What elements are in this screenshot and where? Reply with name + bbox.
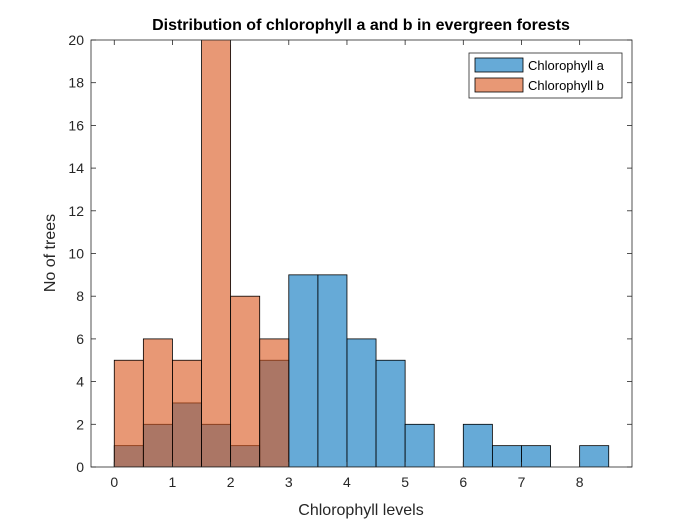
x-tick-label-6: 6 bbox=[459, 474, 467, 490]
y-tick-label-1: 2 bbox=[76, 416, 84, 432]
bar-series-2-bin-5 bbox=[230, 295, 261, 467]
bar-series-1-bin-9 bbox=[346, 338, 377, 467]
x-tick-label-4: 4 bbox=[343, 474, 351, 490]
legend: Chlorophyll a Chlorophyll b bbox=[468, 52, 623, 99]
y-tick-label-2: 4 bbox=[76, 374, 84, 390]
y-tick-label-9: 18 bbox=[68, 75, 84, 91]
y-tick-label-0: 0 bbox=[76, 459, 84, 475]
y-axis-label: No of trees bbox=[42, 214, 59, 292]
x-tick-label-7: 7 bbox=[518, 474, 526, 490]
bar-series-1-bin-7 bbox=[288, 274, 319, 467]
y-tick-label-6: 12 bbox=[68, 203, 84, 219]
bar-series-1-bin-15 bbox=[579, 445, 610, 467]
legend-label-2: Chlorophyll b bbox=[528, 78, 604, 93]
bar-series-2-bin-6 bbox=[259, 338, 290, 467]
y-tick-label-3: 6 bbox=[76, 331, 84, 347]
y-tick-label-8: 16 bbox=[68, 117, 84, 133]
bar-series-1-bin-10 bbox=[375, 359, 406, 467]
bars-group bbox=[113, 40, 610, 467]
x-tick-label-2: 2 bbox=[227, 474, 235, 490]
y-tick-label-10: 20 bbox=[68, 32, 84, 48]
y-tick-label-7: 14 bbox=[68, 160, 84, 176]
x-tick-label-3: 3 bbox=[285, 474, 293, 490]
y-tick-label-5: 10 bbox=[68, 246, 84, 262]
bar-series-1-bin-14 bbox=[521, 445, 551, 467]
x-tick-label-0: 0 bbox=[110, 474, 118, 490]
y-tick-label-4: 8 bbox=[76, 288, 84, 304]
bar-series-1-bin-12 bbox=[462, 423, 493, 467]
x-tick-label-8: 8 bbox=[576, 474, 584, 490]
bar-series-1-bin-13 bbox=[491, 445, 522, 467]
bar-series-1-bin-8 bbox=[317, 274, 348, 467]
bar-series-2-bin-2 bbox=[142, 338, 173, 467]
legend-swatch-1 bbox=[474, 57, 524, 73]
legend-swatch-2 bbox=[474, 77, 524, 93]
bar-series-2-bin-1 bbox=[113, 359, 144, 467]
x-axis-label: Chlorophyll levels bbox=[298, 502, 423, 519]
x-tick-label-1: 1 bbox=[169, 474, 177, 490]
chart-title: Distribution of chlorophyll a and b in e… bbox=[152, 17, 570, 34]
x-tick-label-5: 5 bbox=[401, 474, 409, 490]
bar-series-1-bin-11 bbox=[404, 423, 435, 467]
legend-label-1: Chlorophyll a bbox=[528, 58, 605, 73]
bar-series-2-bin-4 bbox=[201, 40, 232, 467]
bar-series-2-bin-3 bbox=[172, 359, 202, 467]
